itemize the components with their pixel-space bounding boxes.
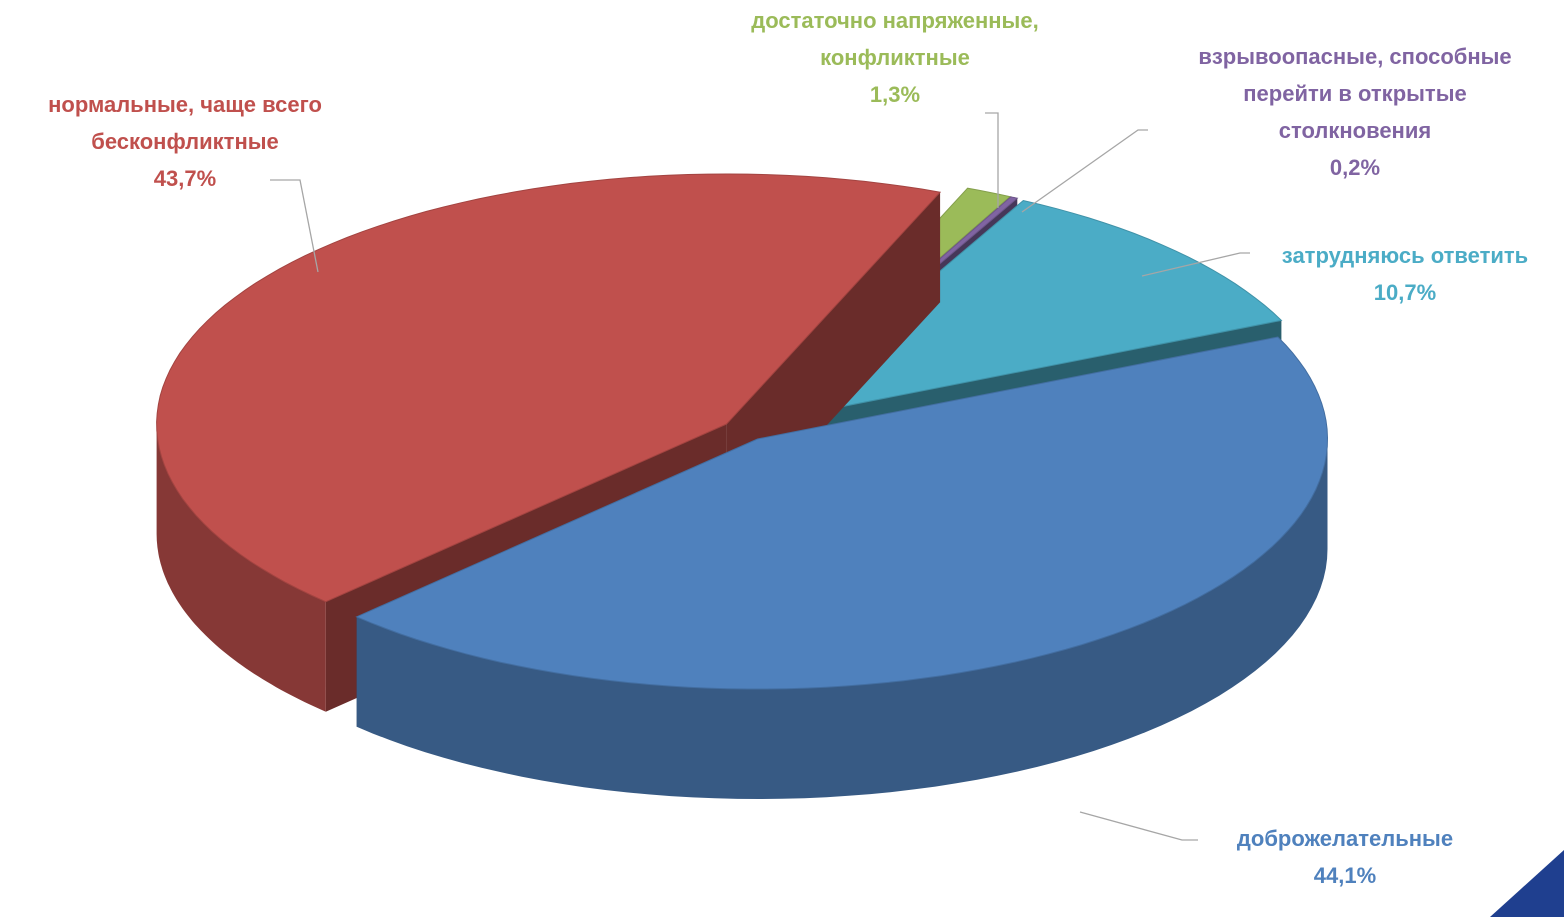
slice-label: достаточно напряженные, конфликтные 1,3% [705,2,1085,113]
slice-side [356,439,1328,799]
value-label: 10,7% [1373,280,1437,305]
slice-label: нормальные, чаще всего бесконфликтные 43,… [0,86,370,197]
slice-label: затрудняюсь ответить 10,7% [1245,237,1564,311]
category-label: достаточно напряженные, конфликтные [751,8,1039,70]
leader-line [270,179,319,273]
leader-line [1079,811,1198,841]
category-label: затрудняюсь ответить [1281,243,1529,268]
leader-line [1141,252,1250,277]
leader-line [1021,129,1148,213]
slice-label: доброжелательные 44,1% [1195,820,1495,894]
slice-side [156,424,326,712]
value-label: 0,2% [1329,155,1381,180]
slice [355,336,1329,690]
slice [156,173,942,603]
value-label: 43,7% [153,166,217,191]
leader-line [985,112,999,208]
category-label: доброжелательные [1236,826,1454,851]
slice-label: взрывоопасные, способные перейти в откры… [1165,38,1545,186]
category-label: нормальные, чаще всего бесконфликтные [48,92,322,154]
value-label: 1,3% [869,82,921,107]
slices [156,173,1329,799]
slice [759,199,1283,424]
category-label: взрывоопасные, способные перейти в откры… [1198,44,1512,143]
corner-badge [1490,850,1564,917]
value-label: 44,1% [1313,863,1377,888]
